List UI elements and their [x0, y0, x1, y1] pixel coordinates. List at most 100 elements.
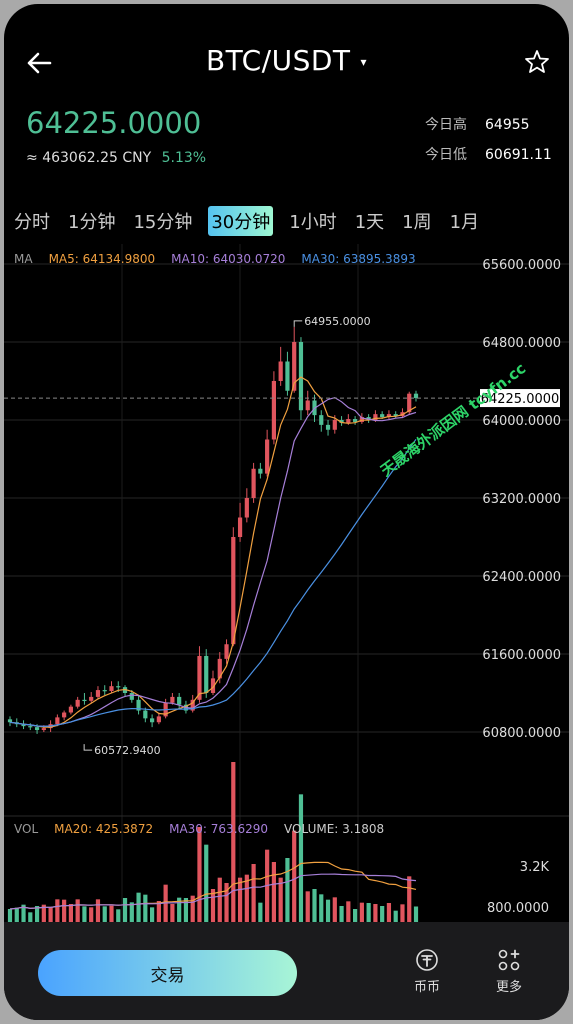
- candle-body: [109, 686, 114, 692]
- candle-body: [136, 699, 141, 711]
- candle-body: [102, 690, 107, 692]
- candle-body: [258, 468, 263, 474]
- volume-bar: [393, 910, 398, 922]
- y-tick-label: 64800.0000: [482, 336, 561, 351]
- volume-bar: [319, 894, 324, 922]
- candle-body: [197, 655, 202, 700]
- volume-bar: [292, 830, 297, 922]
- bottom-bar: 交易 币币 更多: [4, 922, 569, 1020]
- candle-body: [21, 724, 26, 727]
- candle-body: [170, 696, 175, 703]
- last-price-tag: [480, 389, 560, 408]
- tab-1[interactable]: 1分钟: [68, 212, 116, 233]
- trade-button[interactable]: 交易: [38, 950, 297, 996]
- volume-bar: [400, 904, 405, 922]
- more-label: 更多: [495, 980, 522, 995]
- max-marker: [293, 320, 303, 327]
- ma-legend: MA MA5: 64134.9800 MA10: 64030.0720 MA30…: [14, 252, 416, 266]
- volume-bar: [55, 899, 60, 922]
- y-tick-label: 61600.0000: [482, 648, 561, 663]
- tab-4[interactable]: 1小时: [289, 212, 337, 233]
- candle-body: [68, 706, 73, 713]
- volume-bar: [102, 906, 107, 922]
- volume-bar: [89, 907, 94, 922]
- tab-5[interactable]: 1天: [354, 212, 385, 233]
- volume-bar: [366, 903, 371, 922]
- volume-bar: [143, 894, 148, 922]
- favorite-star-icon[interactable]: [523, 48, 551, 76]
- day-high-label: 今日高: [425, 117, 467, 133]
- candle-body: [353, 419, 358, 422]
- volume-bar: [237, 877, 243, 922]
- volume-bar: [75, 899, 80, 922]
- candle-body: [143, 710, 148, 719]
- candle-body: [156, 716, 161, 723]
- candle-body: [28, 726, 33, 728]
- ma-label: MA: [14, 252, 33, 266]
- tab-3[interactable]: 30分钟: [208, 206, 274, 236]
- y-tick-label: 63200.0000: [482, 492, 561, 507]
- candle-body: [89, 696, 94, 701]
- y-tick-label: 60800.0000: [482, 726, 561, 741]
- tab-6[interactable]: 1周: [402, 212, 432, 233]
- volume-bar: [224, 883, 229, 922]
- volume-bar: [285, 858, 290, 922]
- volume-bar: [177, 897, 182, 922]
- ma30-value: MA30: 63895.3893: [301, 252, 416, 266]
- volume-bar: [170, 904, 175, 922]
- candle-body: [244, 498, 249, 518]
- coin-trade-nav[interactable]: 币币: [402, 948, 452, 995]
- candle-body: [41, 728, 46, 731]
- volume-bar: [244, 874, 249, 922]
- candle-body: [278, 361, 283, 381]
- volume-bar: [7, 909, 13, 922]
- more-nav[interactable]: 更多: [484, 948, 534, 995]
- change-percent: 5.13%: [161, 150, 207, 166]
- volume-bar: [82, 906, 87, 922]
- ma5-value: MA5: 64134.9800: [48, 252, 156, 266]
- vol-tick-label: 3.2K: [520, 860, 550, 875]
- volume-value: VOLUME: 3.1808: [284, 822, 385, 836]
- grid-plus-icon: [498, 949, 520, 971]
- volume-bar: [156, 901, 161, 922]
- volume-bar: [122, 898, 128, 922]
- volume-bar: [14, 907, 19, 922]
- volume-bar: [413, 906, 419, 922]
- header: BTC/USDT ▾: [4, 4, 569, 114]
- day-low-label: 今日低: [425, 147, 467, 163]
- candle-body: [7, 719, 13, 723]
- candle-body: [393, 414, 398, 417]
- tab-2[interactable]: 15分钟: [133, 212, 193, 233]
- volume-bar: [407, 876, 412, 922]
- tab-7[interactable]: 1月: [449, 212, 480, 233]
- candle-body: [359, 417, 364, 422]
- volume-bar: [339, 906, 344, 922]
- candle-body: [325, 424, 331, 430]
- last-price-tag-text: 64225.0000: [481, 392, 560, 407]
- vol-legend: VOL MA20: 425.3872 MA30: 763.6290 VOLUME…: [14, 822, 384, 836]
- tab-0[interactable]: 分时: [14, 212, 50, 233]
- coin-trade-label: 币币: [413, 980, 440, 995]
- volume-bar: [217, 877, 222, 922]
- candle-body: [224, 644, 229, 659]
- candle-body: [150, 718, 155, 723]
- kline-chart[interactable]: 65600.0000 64800.0000 64000.0000 63200.0000…: [4, 244, 569, 924]
- candle-body: [62, 712, 67, 718]
- min-price-label: 60572.9400: [94, 744, 160, 757]
- candle-body: [116, 686, 121, 688]
- last-price: 64225.0000: [26, 106, 202, 140]
- min-marker: [83, 744, 93, 751]
- interval-tabs: 分时 1分钟 15分钟 30分钟 1小时 1天 1周 1月: [12, 204, 495, 238]
- day-low: 今日低 60691.11: [425, 144, 552, 164]
- back-arrow-icon[interactable]: [24, 48, 54, 78]
- volume-bar: [95, 899, 101, 922]
- cny-price: ≈ 463062.25 CNY 5.13%: [26, 150, 206, 166]
- volume-bar: [34, 906, 40, 922]
- pair-selector[interactable]: BTC/USDT ▾: [4, 44, 569, 77]
- volume-bar: [109, 905, 114, 922]
- ma10-value: MA10: 64030.0720: [171, 252, 286, 266]
- volume-bar: [28, 912, 33, 922]
- approx-sign: ≈: [26, 150, 38, 166]
- volume-bar: [359, 902, 364, 922]
- volume-bar: [210, 889, 216, 922]
